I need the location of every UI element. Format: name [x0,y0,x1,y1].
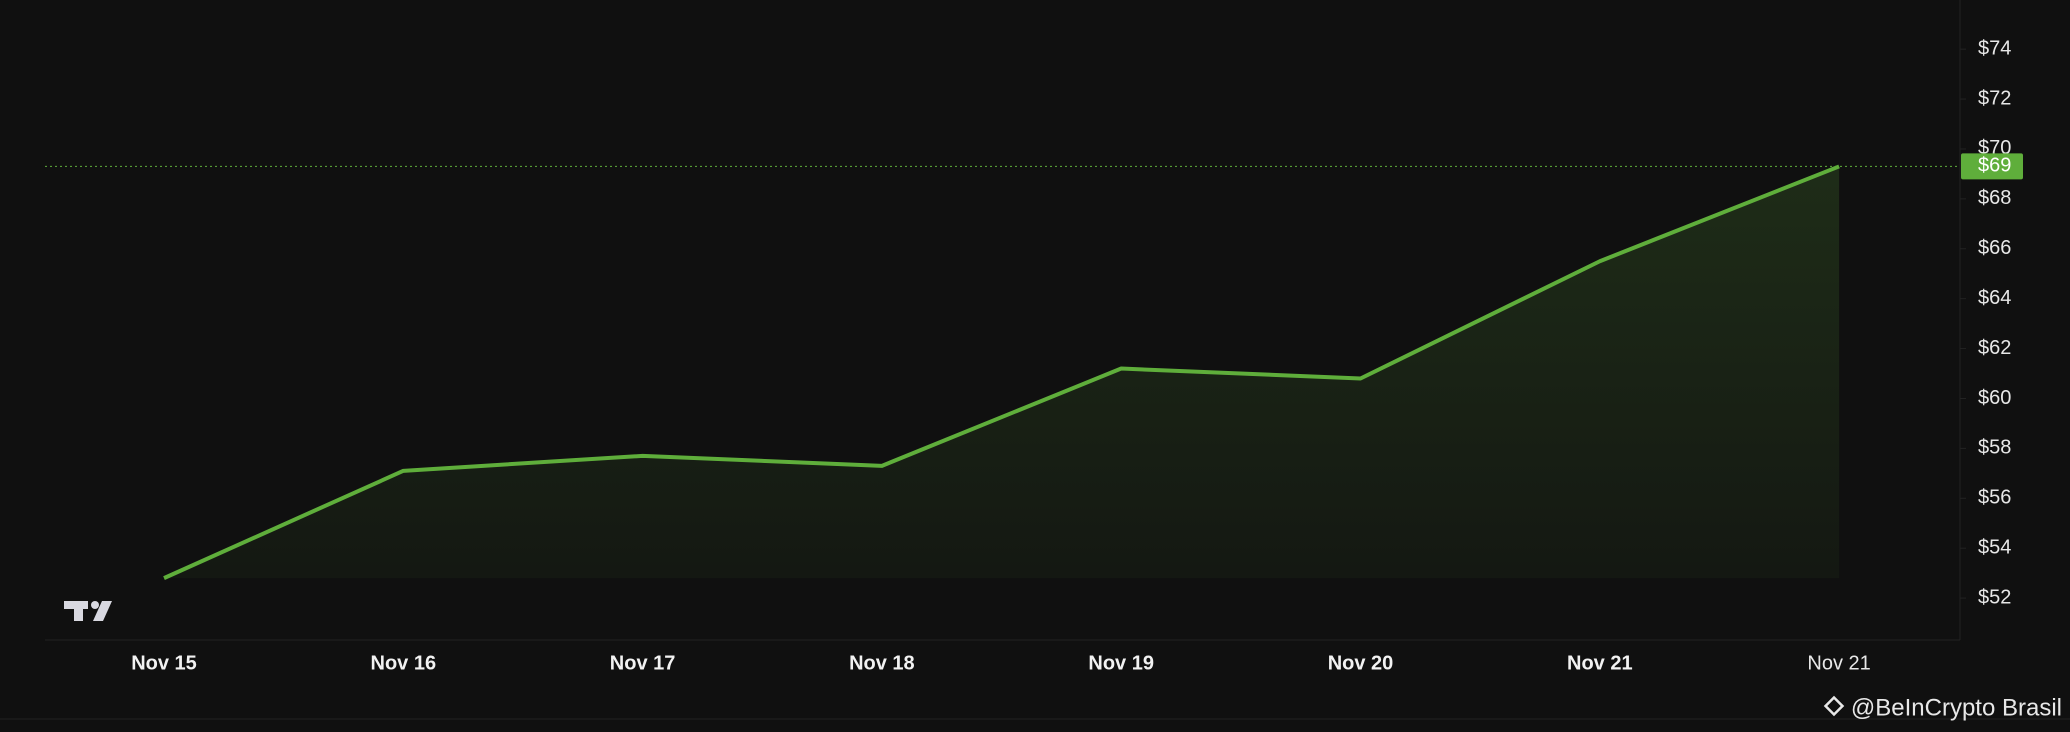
x-tick-label: Nov 19 [1088,652,1154,674]
watermark: @BeInCrypto Brasil [1851,694,2062,721]
x-tick-label: Nov 18 [849,652,915,674]
y-tick-label: $52 [1978,586,2011,608]
y-tick-label: $66 [1978,237,2011,259]
x-tick-label: Nov 17 [610,652,676,674]
y-tick-label: $68 [1978,187,2011,209]
watermark-logo [1823,695,1845,717]
x-tick-label: Nov 15 [131,652,197,674]
area [164,166,1840,579]
y-tick-label: $60 [1978,387,2011,409]
y-tick-label: $62 [1978,337,2011,359]
y-tick-label: $54 [1978,536,2011,558]
tradingview-logo [64,601,112,621]
y-tick-label: $64 [1978,287,2011,309]
y-tick-label: $58 [1978,437,2011,459]
x-tick-label: Nov 21 [1567,652,1633,674]
x-tick-label: Nov 21 [1807,652,1870,674]
x-tick-label: Nov 20 [1328,652,1394,674]
y-tick-label: $56 [1978,487,2011,509]
last-value-tag [1961,153,2023,180]
line [163,164,1840,580]
y-tick-label: $74 [1978,37,2011,59]
y-tick-label: $72 [1978,87,2011,109]
x-tick-label: Nov 16 [371,652,437,674]
last-value-label: $69 [1978,155,2011,177]
